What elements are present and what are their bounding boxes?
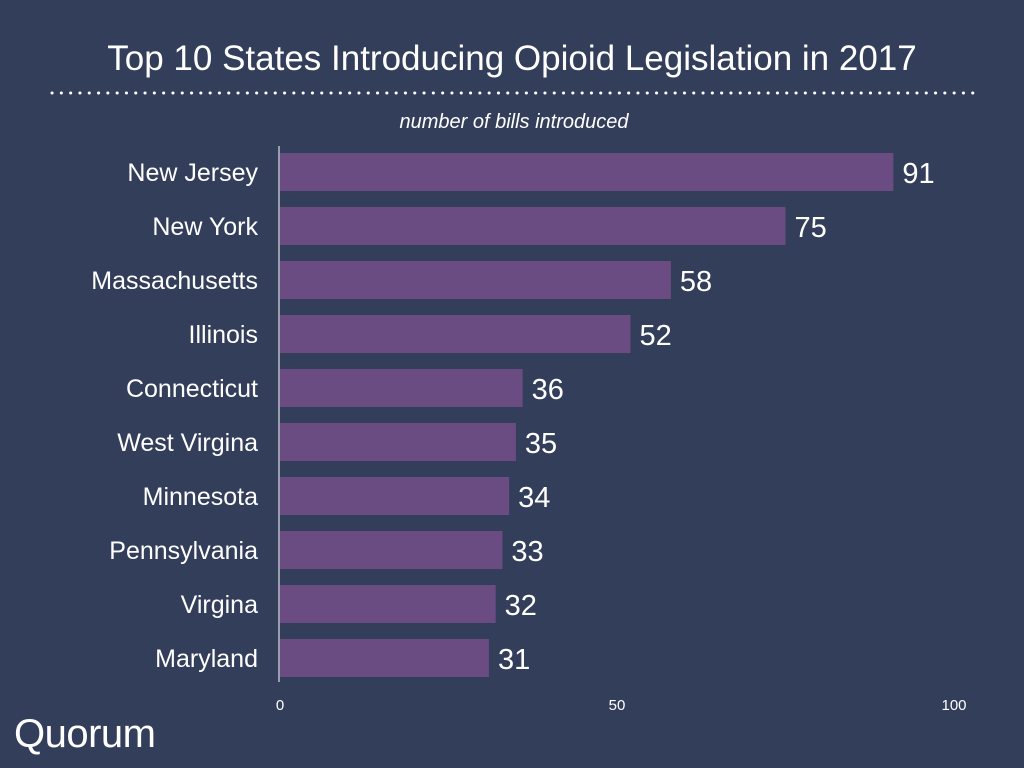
x-tick-label: 0 bbox=[276, 697, 284, 714]
category-label: Maryland bbox=[155, 645, 258, 673]
bar-new-york bbox=[280, 207, 786, 245]
category-labels-group: New Jersey New York Massachusetts Illinois C… bbox=[91, 159, 258, 673]
value-label: 35 bbox=[525, 428, 557, 460]
value-label: 52 bbox=[639, 320, 671, 352]
quorum-logo: Quorum bbox=[14, 712, 156, 756]
category-label: Virgina bbox=[181, 591, 258, 619]
bar-connecticut bbox=[280, 369, 523, 407]
category-label: New York bbox=[152, 213, 258, 241]
value-label: 31 bbox=[498, 644, 530, 676]
category-label: Minnesota bbox=[143, 483, 258, 511]
value-labels-group: 91 75 58 52 36 35 34 33 32 31 bbox=[498, 158, 935, 676]
value-label: 32 bbox=[505, 590, 537, 622]
x-tick-label: 50 bbox=[609, 697, 626, 714]
category-label: Illinois bbox=[189, 321, 258, 349]
bar-new-jersey bbox=[280, 153, 894, 191]
x-tick-labels-group: 0 50 100 bbox=[276, 697, 967, 714]
bar-minnesota bbox=[280, 477, 510, 515]
value-label: 75 bbox=[795, 212, 827, 244]
value-label: 91 bbox=[902, 158, 934, 190]
value-label: 58 bbox=[680, 266, 712, 298]
chart-title: Top 10 States Introducing Opioid Legisla… bbox=[107, 39, 916, 78]
chart-subtitle: number of bills introduced bbox=[399, 111, 629, 133]
x-tick-label: 100 bbox=[941, 697, 966, 714]
value-label: 33 bbox=[511, 536, 543, 568]
value-label: 34 bbox=[518, 482, 550, 514]
bars-group bbox=[280, 153, 894, 677]
bar-illinois bbox=[280, 315, 631, 353]
bar-pennsylvania bbox=[280, 531, 503, 569]
category-label: Pennsylvania bbox=[109, 537, 258, 565]
category-label: West Virgina bbox=[117, 429, 258, 457]
bar-maryland bbox=[280, 639, 489, 677]
category-label: New Jersey bbox=[127, 159, 258, 187]
bar-west-virgina bbox=[280, 423, 516, 461]
bar-massachusetts bbox=[280, 261, 671, 299]
value-label: 36 bbox=[532, 374, 564, 406]
bar-virgina bbox=[280, 585, 496, 623]
category-label: Connecticut bbox=[126, 375, 258, 403]
category-label: Massachusetts bbox=[91, 267, 258, 295]
